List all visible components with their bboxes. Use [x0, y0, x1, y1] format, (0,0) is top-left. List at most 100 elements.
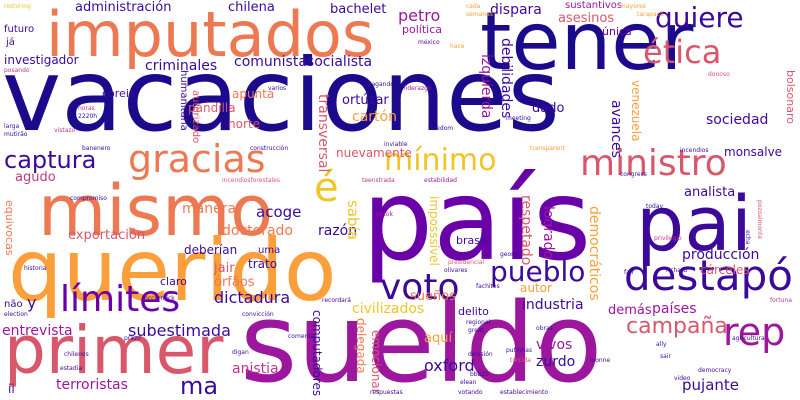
- word-terroristas: terroristas: [56, 377, 128, 393]
- word-avances: avances: [608, 100, 624, 158]
- word-sociedad: sociedad: [706, 112, 769, 128]
- word-orfaos: órfãos: [214, 275, 255, 290]
- word-investigador: investigador: [4, 53, 79, 67]
- word-inviable: inviable: [384, 141, 408, 148]
- word-comunistasocialista: comunistasocialista: [234, 54, 373, 70]
- word-teenstrada: teenstrada: [362, 177, 395, 184]
- word-uma: uma: [258, 245, 281, 256]
- word-primer: primer: [4, 312, 224, 389]
- word-nuevamente: nuevamente: [336, 146, 412, 160]
- word-sair: sair: [660, 353, 671, 360]
- word-vivos: vivos: [536, 337, 573, 353]
- word-oxford: oxford: [424, 356, 475, 375]
- word-produccion: producción: [682, 247, 760, 263]
- word-y: y: [27, 293, 37, 312]
- word-echa: echa: [744, 230, 751, 245]
- word-querido: querido: [8, 221, 337, 321]
- word-respetado: respetado: [518, 195, 534, 266]
- word-ally: ally: [656, 341, 667, 348]
- word-transversal: transversal: [315, 94, 331, 173]
- word-larga: larga: [4, 123, 20, 130]
- word-nao: não: [4, 299, 23, 310]
- word-analista: analista: [684, 185, 736, 200]
- word-putinhas: putinhas: [506, 347, 533, 354]
- word-construccion: construcción: [250, 145, 289, 152]
- word-industria: industria: [522, 297, 584, 313]
- word-pueblo: pueblo: [490, 255, 586, 288]
- word-fortuna: fortuna: [770, 297, 792, 304]
- word-freedom: freedom: [428, 125, 454, 132]
- word-ministro: ministro: [580, 143, 727, 184]
- word-petro: petro: [398, 6, 441, 25]
- word-cada: cada: [466, 3, 481, 10]
- word-acoge: acoge: [256, 203, 302, 221]
- word-bolsonaro: bolsonaro: [784, 70, 797, 124]
- word-aqui: aquí: [424, 331, 453, 346]
- word-comente: comente: [288, 333, 315, 340]
- word-pai: pai: [636, 179, 752, 268]
- word-unica: única: [602, 25, 632, 38]
- word-vacaciones: vacaciones: [2, 37, 560, 154]
- word-coreia: coreia: [102, 87, 136, 100]
- word-estadia: estadia: [60, 365, 82, 372]
- word-subestimada: subestimada: [128, 321, 231, 340]
- word-donoso: donoso: [708, 71, 730, 78]
- word-etica: ética: [643, 33, 722, 71]
- word-presidencial: presidencial: [448, 259, 485, 266]
- word-establecimiento: establecimiento: [500, 389, 549, 396]
- word-votando: votando: [458, 389, 483, 396]
- word-captura: captura: [4, 146, 97, 174]
- word-democracy: democracy: [698, 367, 732, 374]
- word-imposssivel: imposssível: [427, 196, 441, 266]
- word-agudo: agudo: [15, 170, 56, 185]
- word-asesinos: asesinos: [558, 11, 615, 26]
- word-gracias: gracias: [128, 137, 266, 181]
- word-entrevista: entrevista: [2, 323, 73, 339]
- word-suenos: sueños: [410, 289, 456, 304]
- word-decision: decisión: [468, 351, 493, 358]
- word-transparent: transparent: [530, 145, 566, 152]
- word-apagando: apagando: [364, 81, 394, 88]
- word-semanas: semanas: [466, 11, 493, 18]
- word-democraticos: democráticos: [586, 206, 602, 301]
- word-respuestas: respuestas: [370, 389, 403, 396]
- word-limites: límites: [60, 279, 181, 320]
- word-autorizado: autorizado: [190, 90, 201, 144]
- word-delito: delito: [458, 305, 489, 318]
- word-quiere: quiere: [655, 1, 744, 34]
- word-vistazo: vistazo: [54, 127, 76, 134]
- word-mutirao: mutirão: [4, 131, 28, 138]
- word-humanitaria: humanitária: [178, 70, 189, 131]
- word-olivares: olivares: [444, 267, 468, 274]
- word-horas: horas: [78, 105, 95, 112]
- word-incendios: incendios: [680, 147, 709, 154]
- word-campana: campaña: [626, 314, 728, 339]
- word-georgia: georgia: [500, 251, 523, 258]
- word-delegada: delegada: [354, 318, 368, 374]
- word-futuro: futuro: [4, 24, 35, 35]
- word-zurdo: zurdo: [536, 354, 576, 370]
- word-sustantivos: sustantivos: [565, 0, 623, 11]
- word-estabilidad: estabilidad: [424, 177, 457, 184]
- word-demas: demás: [608, 303, 652, 318]
- word-ortuzar: ortúzar: [342, 93, 389, 108]
- word-posando: posando: [4, 67, 30, 74]
- word-election: election: [4, 311, 28, 318]
- word-regional: regional: [466, 319, 491, 326]
- word-voto: voto: [380, 267, 460, 308]
- word-ii: ii: [8, 382, 15, 396]
- word-paises-2: países: [652, 301, 697, 317]
- word-recordara: recordará: [322, 297, 351, 304]
- word-carton: cartón: [352, 109, 397, 125]
- word-sabia: sabía: [344, 200, 362, 240]
- word-chilena: chilena: [228, 0, 275, 15]
- word-hace: hace: [450, 43, 465, 50]
- word-agricultura: agricultura: [732, 335, 765, 342]
- word-deberian: deberían: [184, 243, 238, 257]
- word-today: today: [646, 203, 664, 210]
- word-mexico: méxico: [418, 39, 440, 46]
- word-conviccion: convicción: [242, 311, 274, 318]
- word-richard: richard: [666, 267, 688, 274]
- word-razon: razón: [318, 223, 358, 239]
